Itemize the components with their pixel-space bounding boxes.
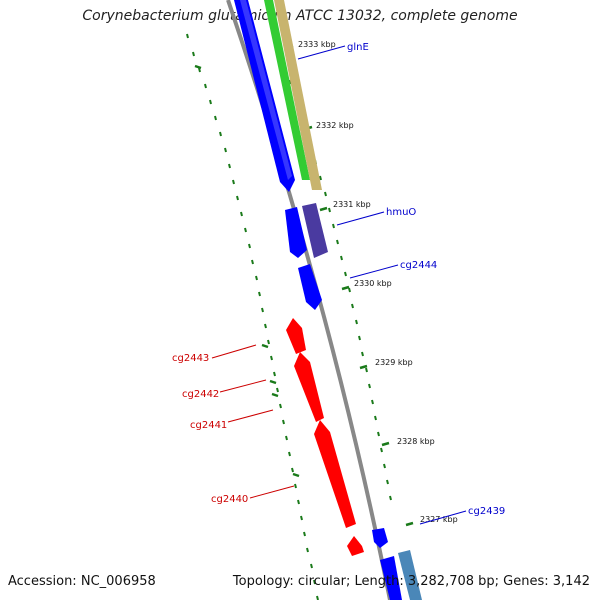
feature-tan[interactable] [274,0,322,190]
accession-value: NC_006958 [80,574,156,589]
gene-cg2443[interactable] [286,318,306,354]
genome-title: Corynebacterium glutamicum ATCC 13032, c… [82,8,518,24]
tick-label: 2333 kbp [298,40,336,49]
gene-cg2440[interactable] [347,536,364,556]
reverse-strand-features[interactable] [286,318,364,556]
gene-cg2444[interactable] [298,264,322,310]
gene-label-glnE: glnE [347,42,369,53]
reverse-gene-labels: cg2443 cg2442 cg2441 cg2440 [172,344,295,505]
tick-label: 2332 kbp [316,121,354,130]
gene-label-hmuO: hmuO [386,207,416,218]
gene-blue-bottom[interactable] [380,556,402,600]
feature-green[interactable] [264,0,310,180]
gene-label-cg2444: cg2444 [400,260,437,271]
gene-label-cg2442: cg2442 [182,389,219,400]
kbp-labels: 2333 kbp 2332 kbp 2331 kbp 2330 kbp 2329… [298,40,458,524]
gene-cg2442[interactable] [294,352,324,422]
tick-label: 2328 kbp [397,437,435,446]
gene-label-cg2443: cg2443 [172,353,209,364]
feature-purple[interactable] [302,203,328,258]
gene-cg2441[interactable] [314,420,356,528]
accession-label: Accession: [8,574,77,589]
gc-content-dashes [194,64,300,478]
gc-skew-track-inner [186,33,319,600]
gene-cg2439[interactable] [372,528,388,548]
gene-label-cg2441: cg2441 [190,420,227,431]
gene-hmuO[interactable] [285,207,307,258]
tick-label: 2329 kbp [375,358,413,367]
forward-strand-features[interactable] [234,0,422,600]
gene-label-cg2439: cg2439 [468,506,505,517]
gene-glnE-highlight [240,0,292,180]
accession-info: Accession: NC_006958 [8,574,156,589]
tick-label: 2330 kbp [354,279,392,288]
forward-gene-labels: glnE hmuO cg2444 cg2439 [297,42,505,525]
feature-steel[interactable] [398,550,422,600]
gene-glnE[interactable] [234,0,295,192]
tick-label: 2331 kbp [333,200,371,209]
topology-info: Topology: circular; Length: 3,282,708 bp… [232,574,590,589]
tick-label: 2327 kbp [420,515,458,524]
gene-label-cg2440: cg2440 [211,494,248,505]
